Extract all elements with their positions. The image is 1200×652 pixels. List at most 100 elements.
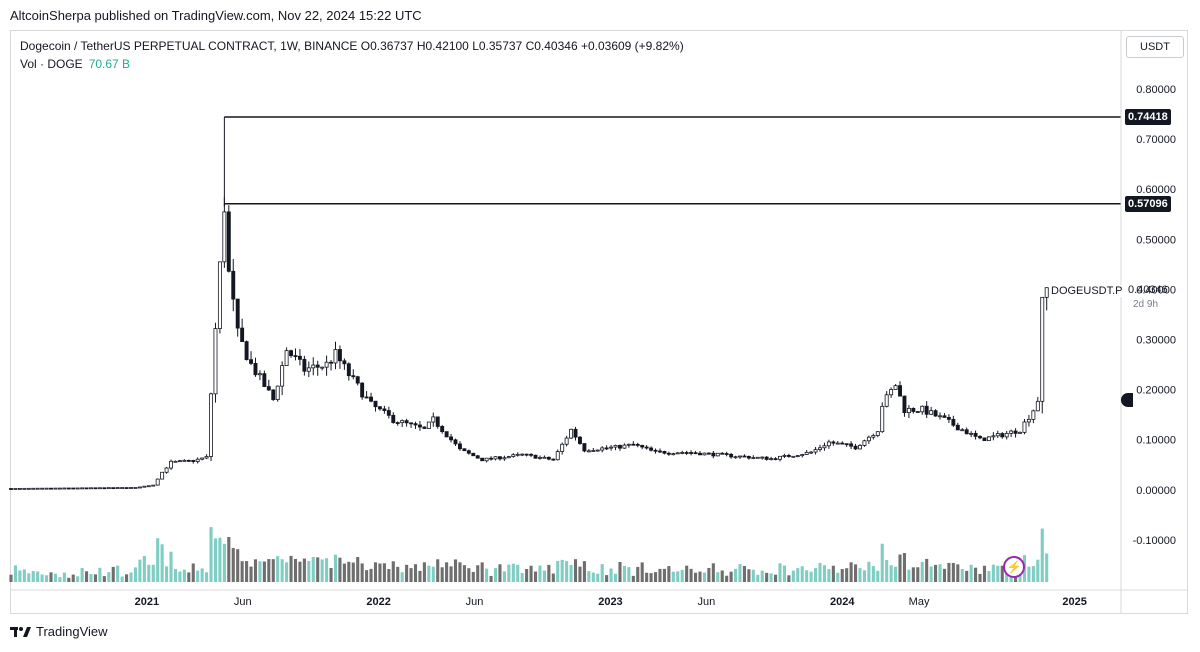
candle-body <box>386 410 391 416</box>
candle-body <box>929 410 934 415</box>
volume-bar <box>1031 566 1035 582</box>
currency-button[interactable]: USDT <box>1126 36 1184 58</box>
candle-body <box>311 364 316 369</box>
volume-bar <box>427 565 431 582</box>
candle-body <box>204 456 209 459</box>
candle-body <box>542 456 547 459</box>
volume-bar <box>609 568 613 582</box>
candle-body <box>671 453 676 456</box>
candle-body <box>22 487 27 490</box>
candle-body <box>729 453 734 458</box>
volume-bar <box>587 571 591 582</box>
candle-body <box>995 433 1000 437</box>
volume-bar <box>840 569 844 582</box>
volume-bar <box>391 561 395 582</box>
candle-body <box>573 428 578 438</box>
volume-bar <box>102 576 106 582</box>
volume-bar <box>653 572 658 582</box>
volume-bar <box>280 559 284 582</box>
candle-body <box>133 487 138 489</box>
volume-bar <box>347 561 351 582</box>
volume-bar <box>18 570 22 582</box>
candle-body <box>169 460 173 469</box>
scroll-to-realtime-handle[interactable] <box>1121 393 1133 407</box>
candle-body <box>569 428 574 439</box>
volume-bar <box>822 565 827 582</box>
candle-body <box>782 455 787 457</box>
candle-body <box>880 405 885 433</box>
candle-body <box>582 443 587 452</box>
candle-body <box>698 452 702 456</box>
volume-bar <box>969 564 973 582</box>
candle-body <box>435 416 440 427</box>
volume-bar <box>511 563 515 582</box>
volume-bar <box>396 566 400 582</box>
volume-bar <box>542 570 546 582</box>
volume-bar <box>925 558 929 582</box>
volume-bar <box>413 564 418 582</box>
candle-body <box>280 365 285 387</box>
candle-body <box>680 452 685 454</box>
candle-body <box>115 487 120 489</box>
candle-body <box>315 364 320 368</box>
publish-info: AltcoinSherpa published on TradingView.c… <box>10 8 422 23</box>
candle-body <box>404 420 409 424</box>
volume-bar <box>67 577 71 582</box>
candle-body <box>560 443 565 452</box>
volume-bar <box>462 565 466 582</box>
candle-body <box>515 453 520 456</box>
candle-body <box>129 487 133 489</box>
candle-body <box>498 456 502 460</box>
candle-body <box>49 487 53 490</box>
volume-bar <box>218 537 222 582</box>
candle-body <box>422 426 427 429</box>
candle-body <box>751 457 756 459</box>
candle-body <box>858 445 862 450</box>
candle-body <box>444 431 449 438</box>
volume-bar <box>289 555 293 582</box>
volume-bar <box>991 564 995 582</box>
tradingview-logo-icon <box>10 626 31 637</box>
candle-body <box>471 452 476 457</box>
candle-body <box>511 454 516 457</box>
candle-body <box>191 460 196 462</box>
candle-body <box>13 488 18 490</box>
volume-bar <box>867 561 871 582</box>
candle-body <box>1004 432 1009 438</box>
volume-bar <box>782 565 786 582</box>
volume-bar <box>658 568 662 582</box>
candle-body <box>146 485 151 488</box>
candle-body <box>658 450 662 453</box>
candle-body <box>564 437 569 445</box>
volume-bar <box>502 571 506 582</box>
candle-body <box>155 478 160 486</box>
candle-body <box>715 452 720 457</box>
volume-bar <box>956 564 960 582</box>
candle-body <box>955 424 960 431</box>
volume-bar <box>449 566 453 582</box>
volume-bar <box>165 566 169 582</box>
candle-body <box>746 455 751 459</box>
candle-body <box>111 487 116 490</box>
volume-bar <box>947 562 951 582</box>
volume-bar <box>240 561 244 582</box>
volume-bar <box>622 565 626 582</box>
candle-body <box>551 458 556 461</box>
chart-frame[interactable] <box>10 30 1188 614</box>
volume-bar <box>205 572 209 582</box>
lightning-icon[interactable]: ⚡ <box>1003 556 1025 578</box>
volume-bar <box>62 572 66 582</box>
candle-body <box>373 400 378 408</box>
candle-body <box>240 327 245 343</box>
candle-body <box>555 451 560 461</box>
candle-body <box>413 423 418 426</box>
candle-body <box>400 420 405 424</box>
volume-bar <box>711 563 715 582</box>
candle-body <box>591 450 596 452</box>
candle-body <box>849 443 854 447</box>
chart-legend-volume: Vol · DOGE 70.67 B <box>20 57 130 71</box>
candle-body <box>395 422 400 424</box>
candle-body <box>809 451 814 454</box>
candle-body <box>1040 296 1045 402</box>
